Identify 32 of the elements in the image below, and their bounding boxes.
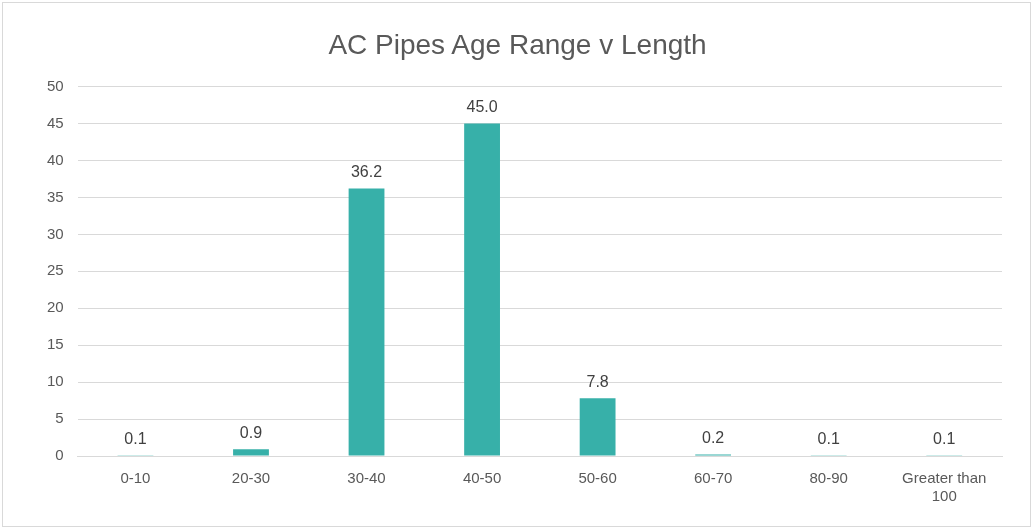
y-tick-label: 20 [47, 298, 64, 316]
y-tick-label: 0 [55, 446, 64, 464]
bar [579, 398, 616, 456]
data-label: 36.2 [350, 162, 383, 180]
y-tick-label: 40 [47, 150, 64, 168]
bar [464, 123, 500, 456]
bar [348, 188, 385, 456]
data-label: 0.1 [124, 429, 147, 447]
x-tick-label: 40-50 [462, 469, 502, 487]
bar [233, 449, 269, 456]
x-tick-label: 20-30 [231, 469, 271, 487]
x-tick-label: 60-70 [693, 469, 733, 487]
x-tick-label: 30-40 [347, 469, 386, 487]
data-label: 7.8 [586, 372, 609, 390]
y-tick-label: 10 [47, 372, 64, 390]
data-label: 0.1 [933, 429, 956, 447]
y-tick-label: 15 [47, 335, 64, 353]
data-label: 0.2 [702, 428, 725, 446]
x-tick-label: 0-10 [120, 469, 151, 487]
y-tick-label: 5 [55, 409, 64, 427]
data-label: 45.0 [466, 97, 498, 115]
y-tick-label: 30 [47, 224, 64, 242]
data-label: 0.9 [239, 423, 263, 441]
x-tick-label: Greater than 100 [902, 469, 987, 505]
y-tick-label: 35 [47, 187, 64, 205]
y-tick-label: 50 [47, 76, 64, 94]
chart-title: AC Pipes Age Range v Length [328, 28, 707, 60]
data-label: 0.1 [817, 429, 840, 447]
y-tick-label: 25 [47, 261, 64, 279]
x-tick-label: 80-90 [809, 469, 848, 487]
y-tick-label: 45 [47, 113, 64, 131]
x-tick-label: 50-60 [578, 469, 617, 487]
